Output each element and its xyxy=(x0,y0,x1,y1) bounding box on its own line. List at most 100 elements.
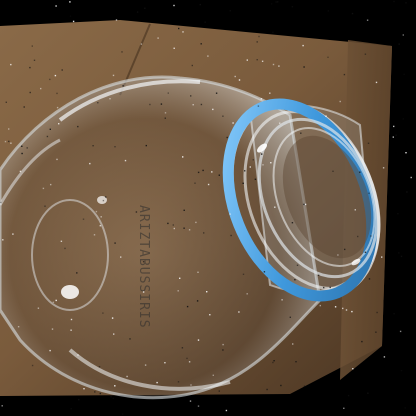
noise-dot xyxy=(188,229,191,231)
noise-dot xyxy=(186,357,188,360)
noise-dot xyxy=(61,69,63,71)
noise-dot xyxy=(182,156,184,158)
noise-dot xyxy=(97,102,99,104)
bottle-base-spot xyxy=(97,196,107,204)
noise-dot xyxy=(258,35,260,38)
noise-dot xyxy=(177,381,180,383)
noise-dot xyxy=(256,41,258,43)
noise-dot xyxy=(351,12,354,15)
noise-dot xyxy=(366,19,369,21)
noise-dot xyxy=(225,409,228,412)
neck-inner-thread xyxy=(272,127,376,267)
noise-dot xyxy=(269,92,271,94)
noise-dot xyxy=(392,136,394,138)
noise-dot xyxy=(21,145,23,147)
noise-dot xyxy=(332,170,334,172)
noise-dot xyxy=(26,147,28,149)
noise-dot xyxy=(197,339,200,341)
noise-dot xyxy=(49,128,51,130)
noise-dot xyxy=(244,170,246,172)
noise-dot xyxy=(211,171,213,173)
noise-dot xyxy=(69,15,72,17)
noise-dot xyxy=(260,98,263,100)
noise-dot xyxy=(56,158,58,161)
noise-dot xyxy=(406,191,408,193)
noise-dot xyxy=(2,239,4,241)
noise-dot xyxy=(278,65,280,67)
noise-dot xyxy=(399,330,402,333)
noise-dot xyxy=(50,183,52,186)
noise-dot xyxy=(156,381,158,384)
noise-dot xyxy=(42,187,45,190)
noise-dot xyxy=(323,286,325,289)
noise-dot xyxy=(197,271,199,273)
noise-dot xyxy=(112,74,115,77)
noise-dot xyxy=(173,47,175,49)
bottle-highlight xyxy=(68,348,231,391)
noise-dot xyxy=(222,343,224,346)
noise-dot xyxy=(52,301,55,303)
noise-dot xyxy=(400,369,403,372)
noise-dot xyxy=(327,10,330,12)
noise-dot xyxy=(149,103,151,106)
noise-dot xyxy=(121,413,124,415)
noise-dot xyxy=(405,152,407,154)
noise-dot xyxy=(303,385,306,388)
noise-dot xyxy=(142,261,145,263)
noise-dot xyxy=(164,112,167,114)
noise-dot xyxy=(359,171,361,173)
noise-dot xyxy=(70,329,72,331)
noise-dot xyxy=(404,407,406,409)
noise-dot xyxy=(64,247,66,250)
noise-dot xyxy=(29,66,31,69)
bottle-opening xyxy=(282,135,372,259)
noise-dot xyxy=(55,299,57,302)
noise-dot xyxy=(272,31,274,34)
noise-dot xyxy=(381,256,383,258)
noise-dot xyxy=(242,182,244,184)
noise-dot xyxy=(212,108,214,111)
noise-dot xyxy=(303,66,305,68)
noise-dot xyxy=(78,398,80,401)
noise-dot xyxy=(280,384,282,387)
noise-dot xyxy=(256,59,258,61)
noise-dot xyxy=(238,79,241,81)
noise-dot xyxy=(98,366,101,368)
bottle-body xyxy=(0,75,322,400)
noise-dot xyxy=(177,290,179,292)
noise-dot xyxy=(393,125,395,128)
noise-dot xyxy=(367,142,370,144)
noise-dot xyxy=(172,224,174,226)
noise-dot xyxy=(395,134,397,136)
noise-dot xyxy=(274,206,276,208)
noise-dot xyxy=(183,227,185,229)
noise-dot xyxy=(124,159,127,162)
noise-dot xyxy=(398,252,400,254)
noise-dot xyxy=(202,169,204,172)
noise-dot xyxy=(72,20,75,23)
noise-dot xyxy=(263,271,266,273)
noise-dot xyxy=(207,55,209,57)
noise-dot xyxy=(226,136,228,139)
noise-dot xyxy=(302,44,304,47)
noise-dot xyxy=(21,152,23,155)
noise-dot xyxy=(17,326,20,328)
noise-dot xyxy=(397,213,399,215)
noise-dot xyxy=(51,328,54,330)
noise-dot xyxy=(183,209,185,211)
noise-dot xyxy=(261,60,264,62)
noise-dot xyxy=(167,92,169,94)
noise-dot xyxy=(254,178,257,180)
noise-dot xyxy=(37,307,40,309)
noise-dot xyxy=(144,364,147,366)
noise-dot xyxy=(120,256,122,258)
noise-dot xyxy=(109,98,111,100)
noise-dot xyxy=(173,227,175,230)
noise-dot xyxy=(188,361,191,363)
noise-dot xyxy=(300,132,302,134)
noise-dot xyxy=(270,3,273,5)
noise-dot xyxy=(249,166,251,168)
noise-dot xyxy=(292,343,294,345)
noise-dot xyxy=(261,153,263,155)
noise-dot xyxy=(289,316,291,318)
